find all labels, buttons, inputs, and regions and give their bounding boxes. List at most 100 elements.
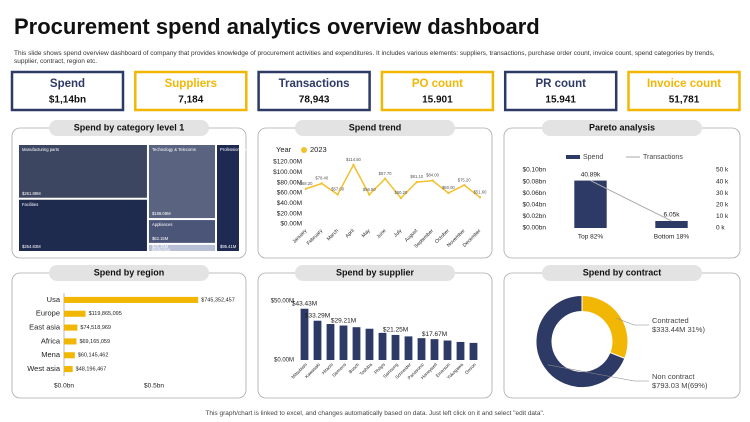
y-tick-label: $100.00M	[273, 169, 302, 176]
legend-label: Transactions	[643, 154, 683, 161]
y-tick-label: $0.04bn	[523, 202, 547, 209]
data-label: $69,165,059	[79, 339, 110, 345]
data-point	[368, 193, 371, 196]
panel-header	[49, 120, 209, 136]
bar	[326, 324, 335, 360]
bar	[300, 308, 309, 360]
cell-label: Professional services	[220, 147, 260, 152]
panel-title: Spend by category level 1	[74, 122, 185, 132]
kpi-card	[134, 70, 248, 112]
data-label: $114.50	[346, 157, 361, 162]
data-point	[304, 187, 308, 190]
data-point	[352, 163, 355, 167]
data-point	[415, 180, 418, 184]
kpi-value: 7,184	[178, 95, 203, 106]
kpi-label: PR count	[535, 78, 586, 90]
data-label: $74,518,969	[80, 325, 111, 331]
y-tick-label: $120.00M	[273, 159, 302, 166]
y-tick-label: Mena	[41, 350, 61, 359]
data-label: $17.67M	[422, 331, 447, 338]
page-subtitle: This slide shows spend overview dashboar…	[14, 50, 715, 65]
treemap-cell	[148, 145, 216, 219]
y-tick-label: East asia	[29, 323, 61, 332]
panel-header	[295, 265, 455, 281]
kpi-card	[627, 70, 741, 112]
x-tick-label: May	[361, 228, 372, 239]
data-label: 40.89k	[581, 171, 601, 178]
y-tick-label: Europe	[36, 309, 60, 318]
y-tick-label: $0.00M	[280, 221, 302, 228]
x-tick-label: $0.0bn	[54, 383, 74, 390]
legend-title: Year	[276, 145, 292, 154]
data-label: $75.20	[458, 177, 471, 182]
y2-tick-label: 10 k	[716, 213, 729, 220]
data-point	[478, 196, 482, 199]
bar	[64, 338, 77, 345]
legend-marker	[301, 147, 307, 153]
bar	[313, 320, 322, 360]
data-label: $78.40	[315, 176, 328, 181]
panel-header	[295, 120, 455, 136]
legend-label: Spend	[583, 154, 603, 161]
panel-header	[542, 265, 702, 281]
y-tick-label: $80.00M	[277, 179, 302, 186]
data-point	[383, 177, 387, 180]
data-point	[447, 191, 450, 195]
data-point	[399, 196, 403, 200]
y-tick-label: Africa	[41, 336, 61, 345]
slice-label: Non contract	[652, 372, 695, 381]
y-tick-label: $60.00M	[277, 190, 302, 197]
y-tick-label: $0.06bn	[523, 190, 547, 197]
y2-tick-label: 40 k	[716, 178, 729, 185]
data-label: $50.20	[395, 190, 408, 195]
kpi-label: Suppliers	[165, 78, 217, 90]
data-label: $119,865,095	[89, 311, 122, 317]
data-point	[320, 182, 324, 185]
data-label: $84.00	[426, 173, 439, 178]
treemap-cell	[19, 145, 147, 198]
cell-label: Marketing	[152, 247, 171, 252]
bar	[64, 296, 199, 303]
data-label: $745,352,457	[201, 297, 235, 303]
data-label: $57.00	[331, 187, 344, 192]
kpi-value: 15.941	[545, 95, 576, 106]
bar	[404, 336, 413, 360]
panel-title: Pareto analysis	[589, 122, 655, 132]
kpi-card	[10, 70, 125, 112]
data-point	[462, 183, 466, 187]
y2-tick-label: 30 k	[716, 190, 729, 197]
leader-line	[547, 364, 649, 382]
treemap-cell	[217, 145, 239, 251]
panel-title: Spend by region	[94, 267, 165, 277]
x-tick-label: Bottom 18%	[654, 234, 690, 241]
x-tick-label: $0.5bn	[144, 383, 164, 390]
legend-swatch	[566, 155, 580, 159]
data-label: $48,196,467	[76, 367, 107, 373]
data-line	[305, 163, 481, 200]
bar	[352, 327, 361, 360]
y-tick-label: $0.10bn	[523, 167, 547, 174]
bar	[430, 339, 439, 360]
bar	[456, 341, 465, 360]
donut-slice	[535, 294, 626, 388]
data-point	[336, 193, 339, 196]
slice-value: $333.44M 31%)	[652, 325, 705, 334]
kpi-value: 78,943	[299, 95, 330, 106]
data-label: $60.00	[442, 185, 455, 190]
kpi-card	[380, 70, 495, 112]
bar	[64, 352, 75, 359]
panel-header	[542, 120, 702, 136]
bar	[574, 180, 607, 228]
cell-value: $261.89M	[22, 191, 41, 196]
bar	[655, 220, 688, 228]
kpi-value: 51,781	[669, 95, 700, 106]
cell-value: $20.35M	[152, 244, 169, 249]
cell-label: Appliances	[152, 222, 173, 227]
panel-header	[49, 265, 209, 281]
y-tick-label: $0.00bn	[523, 225, 547, 232]
panel-title: Spend by supplier	[336, 267, 415, 277]
y-tick-label: $20.00M	[277, 210, 302, 217]
